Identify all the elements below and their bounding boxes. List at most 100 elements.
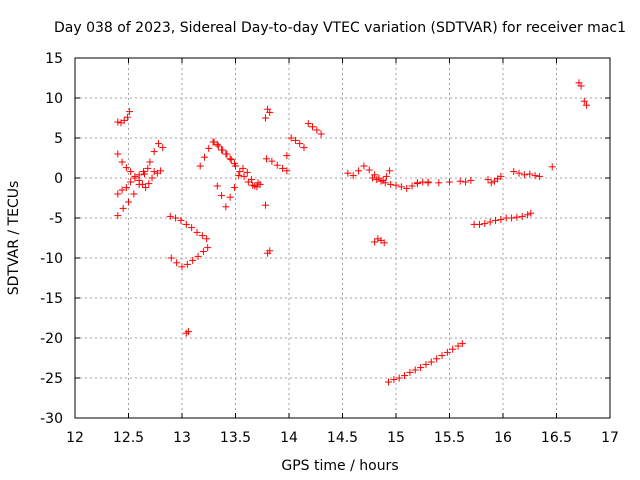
data-point: [210, 138, 218, 146]
data-point: [580, 97, 588, 105]
data-point: [148, 174, 156, 182]
y-tick-label: -10: [40, 251, 63, 267]
data-point: [118, 158, 126, 166]
data-point: [435, 179, 443, 187]
x-tick-label: 15.5: [434, 430, 465, 446]
data-point: [214, 142, 222, 150]
data-point: [531, 172, 539, 180]
data-point: [492, 216, 500, 224]
data-point: [527, 209, 535, 217]
data-point: [230, 184, 238, 192]
data-point: [154, 140, 162, 148]
data-point: [232, 162, 239, 170]
data-point: [141, 170, 149, 178]
data-point: [349, 172, 357, 180]
data-point: [291, 136, 299, 144]
data-point: [263, 155, 271, 163]
data-point: [401, 372, 409, 380]
data-point: [313, 126, 321, 134]
data-point: [205, 144, 213, 152]
data-point: [548, 163, 556, 171]
data-point: [150, 168, 158, 176]
data-point: [309, 123, 317, 131]
data-point: [296, 140, 304, 148]
data-point: [283, 167, 291, 175]
data-point: [146, 158, 154, 166]
data-point: [120, 116, 128, 124]
data-point: [413, 179, 421, 187]
data-point: [199, 248, 207, 256]
data-point: [166, 212, 174, 220]
data-point: [577, 82, 585, 90]
data-point: [144, 164, 152, 172]
y-axis-label: SDTVAR / TECUs: [6, 181, 22, 296]
data-point: [443, 348, 451, 356]
data-point: [344, 169, 352, 177]
data-point: [135, 180, 143, 188]
x-tick-label: 16: [494, 430, 512, 446]
data-point: [300, 144, 308, 152]
data-point: [317, 130, 325, 138]
data-point: [240, 172, 248, 180]
data-point: [387, 180, 395, 188]
data-point: [510, 168, 518, 176]
data-point: [131, 174, 139, 182]
data-point: [135, 171, 143, 179]
data-point: [520, 171, 528, 179]
data-point: [508, 214, 516, 222]
x-tick-label: 14: [280, 430, 298, 446]
data-point: [193, 228, 201, 236]
data-point: [222, 203, 230, 211]
data-point: [177, 216, 185, 224]
data-point: [390, 376, 398, 384]
plot-frame: [74, 57, 611, 419]
data-point: [526, 170, 534, 178]
data-point: [582, 101, 590, 109]
data-point: [243, 168, 251, 176]
data-points: [114, 79, 590, 386]
data-point: [377, 177, 385, 185]
data-point: [497, 172, 505, 180]
data-point: [114, 212, 122, 220]
data-point: [204, 244, 212, 252]
data-point: [368, 174, 376, 182]
data-point: [118, 186, 126, 194]
data-point: [408, 182, 416, 190]
data-point: [462, 178, 470, 186]
data-point: [365, 166, 373, 174]
tick-layer: 12 12.5 13 13.5 14 14.5 15 15.5 16 16.5 17 -30 -25 -2…: [40, 51, 619, 446]
data-point: [427, 358, 435, 366]
data-point: [268, 157, 276, 165]
x-tick-label: 12.5: [113, 430, 144, 446]
x-tick-label: 14.5: [327, 430, 358, 446]
data-point: [518, 212, 526, 220]
x-tick-label: 15: [387, 430, 405, 446]
data-point: [122, 184, 130, 192]
data-point: [454, 342, 462, 350]
data-point: [167, 254, 175, 262]
data-point: [172, 214, 180, 222]
data-point: [515, 169, 523, 177]
data-point: [304, 120, 312, 128]
data-point: [261, 201, 269, 209]
data-point: [127, 178, 135, 186]
data-point: [433, 355, 441, 363]
data-point: [159, 144, 167, 152]
data-point: [213, 182, 221, 190]
data-point: [266, 247, 274, 255]
data-point: [256, 180, 264, 188]
data-point: [125, 198, 132, 206]
data-point: [513, 213, 521, 221]
data-point: [467, 176, 475, 184]
data-point: [130, 190, 138, 198]
chart-title: Day 038 of 2023, Sidereal Day-to-day VTE…: [54, 20, 626, 36]
data-point: [114, 150, 122, 158]
data-point: [114, 118, 122, 126]
data-point: [371, 238, 379, 246]
data-point: [486, 218, 494, 226]
y-tick-label: 0: [54, 171, 63, 187]
y-tick-label: -15: [40, 291, 63, 307]
data-point: [119, 204, 127, 212]
data-point: [198, 232, 206, 240]
y-tick-label: -20: [40, 331, 63, 347]
